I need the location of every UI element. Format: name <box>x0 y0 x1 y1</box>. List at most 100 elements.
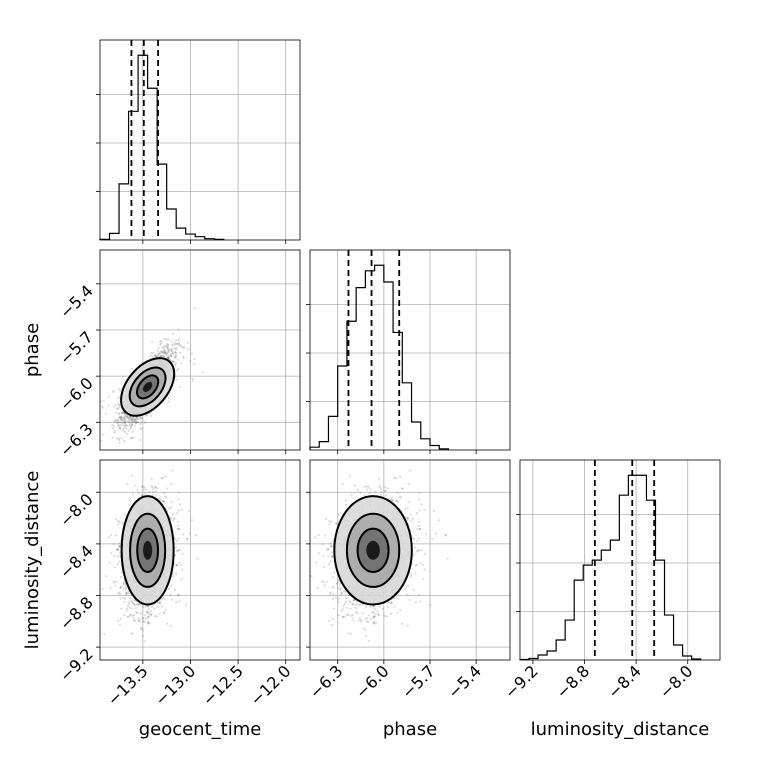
sample-point <box>130 426 133 429</box>
sample-point <box>173 588 176 592</box>
sample-point <box>133 599 136 602</box>
sample-point <box>332 592 335 595</box>
sample-point <box>159 496 162 499</box>
sample-point <box>170 584 173 587</box>
sample-point <box>331 617 334 621</box>
sample-point <box>317 552 320 555</box>
sample-point <box>121 418 124 421</box>
sample-point <box>107 395 110 398</box>
sample-point <box>175 379 178 382</box>
sample-point <box>418 527 422 531</box>
sample-point <box>122 426 126 429</box>
sample-point <box>346 613 350 616</box>
sample-point <box>171 347 174 350</box>
sample-point <box>146 610 149 613</box>
sample-point <box>165 353 169 356</box>
sample-point <box>134 603 137 607</box>
sample-point <box>128 417 131 420</box>
sample-point <box>178 351 182 354</box>
sample-point <box>115 406 118 410</box>
sample-point <box>332 585 335 588</box>
sample-point <box>132 420 135 423</box>
sample-point <box>127 592 131 595</box>
sample-point <box>183 346 186 349</box>
sample-point <box>368 491 371 495</box>
sample-point <box>328 519 331 522</box>
sample-point <box>344 592 347 595</box>
sample-point <box>118 441 121 445</box>
sample-point <box>133 619 136 622</box>
sample-point <box>398 495 401 498</box>
sample-point <box>117 438 121 442</box>
sample-point <box>138 620 141 623</box>
sample-point <box>137 619 140 622</box>
sample-point <box>174 572 178 575</box>
sample-point <box>417 520 420 523</box>
sample-point <box>178 503 182 506</box>
scatter-phase-vs-luminosity-distance: −6.3 −6.0 −5.7 −5.4 <box>306 459 511 702</box>
sample-point <box>160 354 163 357</box>
sample-point <box>144 421 147 424</box>
sample-point <box>126 605 129 608</box>
sample-point <box>134 421 137 425</box>
sample-point <box>103 632 106 636</box>
sample-point <box>178 385 182 388</box>
sample-point <box>147 615 150 618</box>
sample-point <box>372 620 376 624</box>
sample-point <box>155 355 158 358</box>
sample-point <box>419 562 422 565</box>
sample-point <box>119 586 122 589</box>
sample-point <box>423 508 426 512</box>
sample-point <box>134 606 137 610</box>
sample-point <box>140 627 143 630</box>
axes-frame <box>309 249 511 451</box>
sample-point <box>174 351 177 354</box>
sample-point <box>363 485 366 489</box>
sample-point <box>367 485 370 489</box>
contour-line <box>128 366 167 408</box>
sample-point <box>126 414 129 417</box>
sample-point <box>187 509 190 513</box>
sample-point <box>369 488 372 491</box>
sample-point <box>166 352 169 355</box>
sample-point <box>348 599 351 603</box>
sample-point <box>328 620 331 623</box>
sample-point <box>130 367 133 370</box>
sample-point <box>163 348 166 352</box>
sample-point <box>117 412 121 416</box>
sample-point <box>142 488 145 491</box>
sample-point <box>118 544 121 547</box>
sample-point <box>117 437 121 440</box>
sample-point <box>177 549 180 552</box>
sample-point <box>119 417 122 420</box>
sample-point <box>353 484 356 487</box>
sample-point <box>136 418 140 421</box>
sample-point <box>343 602 346 606</box>
sample-point <box>191 379 195 382</box>
sample-point <box>162 491 166 494</box>
sample-point <box>329 542 332 545</box>
sample-point <box>116 548 119 551</box>
sample-point <box>113 554 116 557</box>
sample-point <box>167 343 170 347</box>
sample-point <box>124 593 128 596</box>
sample-point <box>167 349 170 352</box>
sample-point <box>129 437 132 440</box>
sample-point <box>377 613 380 616</box>
sample-point <box>166 357 170 360</box>
sample-point <box>155 615 158 618</box>
sample-point <box>123 425 127 428</box>
sample-point <box>121 422 124 425</box>
sample-point <box>310 575 313 578</box>
sample-point <box>153 353 157 357</box>
sample-point <box>176 369 179 372</box>
sample-point <box>167 350 170 353</box>
sample-point <box>114 418 118 422</box>
sample-point <box>128 597 131 600</box>
sample-point <box>112 405 116 408</box>
sample-point <box>140 494 143 497</box>
sample-point <box>317 533 320 537</box>
sample-point <box>369 605 372 608</box>
sample-point <box>174 363 177 366</box>
sample-point <box>337 513 341 516</box>
